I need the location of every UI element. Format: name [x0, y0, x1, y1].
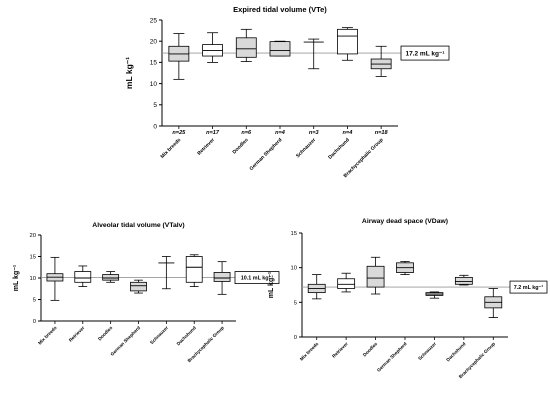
- n-label: n=4: [343, 130, 354, 136]
- y-axis-label: mL kg⁻¹: [124, 57, 134, 89]
- y-axis-label: mL kg⁻¹: [268, 271, 275, 298]
- y-tick-label: 15: [291, 231, 297, 237]
- box-body: [185, 256, 203, 283]
- x-category-label: Doodles: [97, 325, 114, 342]
- chart-vte: Expired tidal volume (VTe) 0 5 10 15 20 25 mL k…: [124, 5, 450, 179]
- x-category-label: Mix breeds: [37, 325, 58, 346]
- chart-title: Airway dead space (VDaw): [362, 218, 448, 225]
- n-label: n=3: [309, 130, 320, 136]
- y-tick-label: 10: [291, 266, 297, 272]
- chart-title: Alveolar tidal volume (VTalv): [92, 222, 184, 229]
- y-tick-label: 20: [30, 233, 36, 239]
- y-tick-label: 0: [33, 319, 36, 325]
- reference-label: 7.2 mL kg⁻¹: [514, 285, 544, 291]
- n-label: n=17: [206, 130, 220, 136]
- n-label: n=18: [375, 130, 389, 136]
- y-tick-label: 10: [30, 276, 36, 282]
- y-tick-label: 5: [294, 300, 297, 306]
- n-label: n=25: [172, 130, 186, 136]
- box-body: [366, 265, 385, 288]
- chart-title: Expired tidal volume (VTe): [233, 5, 327, 14]
- n-label: n=4: [275, 130, 286, 136]
- box-body: [102, 274, 120, 281]
- y-axis-label: mL kg⁻¹: [13, 264, 20, 291]
- n-label: n=6: [241, 130, 252, 136]
- y-tick-label: 10: [150, 81, 158, 88]
- y-tick-label: 25: [150, 17, 158, 24]
- y-tick-label: 20: [150, 38, 158, 45]
- x-category-label: Doodles: [232, 137, 250, 155]
- x-category-label: Retriever: [196, 137, 216, 157]
- y-tick-label: 5: [33, 298, 36, 304]
- x-category-label: Mix breeds: [160, 137, 183, 160]
- box-body: [213, 272, 231, 282]
- box-body: [337, 28, 358, 55]
- x-category-label: Doodles: [362, 341, 379, 358]
- x-category-label: Retriever: [331, 341, 349, 359]
- x-category-label: Dachshund: [445, 341, 466, 362]
- y-tick-label: 15: [150, 60, 158, 67]
- box-body: [337, 278, 356, 289]
- x-category-label: German Shepherd: [376, 341, 408, 373]
- reference-label-box: [509, 280, 548, 294]
- reference-label: 10.1 mL kg⁻¹: [241, 276, 274, 282]
- box-body: [235, 37, 257, 58]
- box-body: [130, 281, 147, 292]
- y-tick-label: 15: [30, 255, 36, 261]
- x-category-label: Schnauzer: [149, 325, 169, 345]
- x-category-label: Dachshund: [327, 137, 351, 161]
- reference-label: 17.2 mL kg⁻¹: [405, 50, 444, 57]
- chart-vdaw: Airway dead space (VDaw) 0 5 10 15 mL kg⁻¹ 7.2…: [268, 218, 548, 379]
- box-body: [454, 276, 473, 285]
- x-category-label: Retriever: [68, 325, 86, 343]
- chart-vtalv: Alveolar tidal volume (VTalv) 0 5 10 15 20 mL …: [13, 222, 280, 363]
- reference-label-box: [234, 271, 280, 284]
- x-category-label: Mix breeds: [299, 341, 320, 362]
- y-tick-label: 0: [294, 335, 297, 341]
- x-category-label: Dachshund: [176, 325, 197, 346]
- x-category-label: Schnauzer: [417, 341, 437, 361]
- y-tick-label: 5: [153, 102, 157, 109]
- reference-label-box: [400, 45, 450, 61]
- x-category-label: Schnauzer: [295, 137, 317, 159]
- x-category-label: Brachycephalic Group: [343, 137, 385, 179]
- y-tick-label: 0: [153, 123, 157, 130]
- box-body: [269, 41, 291, 57]
- x-category-label: German Shepherd: [110, 325, 142, 357]
- box-body: [74, 271, 92, 283]
- x-category-label: German Shepherd: [249, 137, 284, 172]
